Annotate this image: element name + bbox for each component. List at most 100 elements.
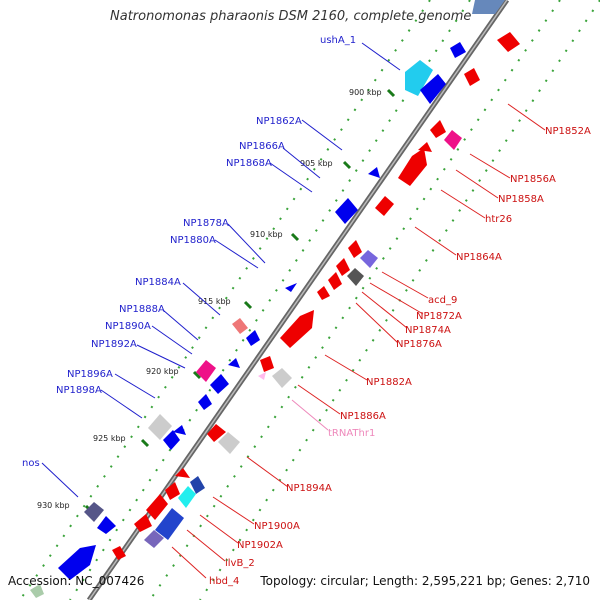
gene-htr26 — [375, 196, 394, 216]
gene-hbd_4 — [112, 546, 126, 560]
gene-label: NP1874A — [405, 325, 451, 336]
reverse-genes — [112, 32, 520, 560]
gene — [228, 358, 240, 368]
gene — [418, 142, 432, 152]
gene-label: NP1868A — [226, 158, 272, 169]
gene-label: NP1898A — [56, 385, 102, 396]
gene-NP1900A — [146, 494, 168, 520]
gene-NP1882A — [280, 310, 314, 348]
gene-NP1856A — [444, 130, 462, 150]
tick-label: 925 kbp — [93, 434, 126, 443]
genome-summary-text: Topology: circular; Length: 2,595,221 bp… — [260, 574, 590, 588]
gene-nos — [84, 502, 104, 522]
forward-genes — [58, 0, 505, 580]
gene-label: tRNAThr1 — [328, 428, 375, 439]
left-leader-lines — [41, 42, 401, 498]
gene — [497, 32, 520, 52]
tick-label: 930 kbp — [37, 501, 70, 510]
gene-NP1872A — [347, 268, 364, 286]
gene — [165, 482, 180, 500]
left-labels: ushA_1 NP1862A NP1866A NP1868A NP1878A N… — [22, 35, 356, 469]
gene-label: NP1902A — [237, 540, 283, 551]
gene-label: NP1890A — [105, 321, 151, 332]
gene-NP1902A — [134, 514, 152, 532]
gene — [218, 432, 240, 454]
gene — [175, 468, 190, 478]
gene — [58, 545, 96, 580]
tick-label: 915 kbp — [198, 297, 231, 306]
gene-label: NP1858A — [498, 194, 544, 205]
gene — [420, 74, 446, 104]
accession-text: Accession: NC_007426 — [8, 574, 145, 588]
gene — [317, 286, 330, 300]
gene — [260, 356, 274, 372]
gene-label: NP1894A — [286, 483, 332, 494]
gene-NP1894A — [207, 424, 226, 442]
gene-NP1852A — [430, 120, 446, 138]
gene-label: NP1872A — [416, 311, 462, 322]
gene-NP1884A — [232, 318, 248, 334]
gene-label: NP1882A — [366, 377, 412, 388]
gene-label: NP1888A — [119, 304, 165, 315]
gene-label: NP1862A — [256, 116, 302, 127]
gene-label: NP1876A — [396, 339, 442, 350]
gene-label: NP1864A — [456, 252, 502, 263]
gene-tRNAThr1 — [258, 372, 266, 380]
gene-NP1864A — [348, 240, 362, 258]
gene-label: NP1880A — [170, 235, 216, 246]
gene — [198, 394, 212, 410]
gene — [190, 476, 205, 494]
gene-NP1886A — [272, 368, 292, 388]
gene-label: NP1896A — [67, 369, 113, 380]
gene-label: NP1884A — [135, 277, 181, 288]
other-genes — [30, 130, 462, 598]
gene-ushA_1 — [472, 0, 505, 14]
gene-label: acd_9 — [428, 295, 457, 306]
gene-label: NP1866A — [239, 141, 285, 152]
gene-acd_9 — [360, 250, 378, 268]
gene — [464, 68, 480, 86]
gene-NP1890A — [210, 374, 229, 394]
tick-label: 910 kbp — [250, 230, 283, 239]
gene-label: NP1900A — [254, 521, 300, 532]
dotted-tracks — [19, 0, 600, 600]
gene-label: NP1892A — [91, 339, 137, 350]
gene-NP1868A — [335, 198, 358, 224]
genome-map-title: Natronomonas pharaonis DSM 2160, complet… — [110, 9, 472, 24]
gene-label: NP1886A — [340, 411, 386, 422]
gene — [450, 42, 466, 58]
gene-label: nos — [22, 458, 40, 469]
right-leader-lines — [171, 103, 546, 579]
gene-NP1896A — [163, 430, 180, 450]
tick-label: 905 kbp — [300, 159, 333, 168]
tick-marks — [84, 88, 396, 514]
gene — [30, 584, 44, 598]
gene-label: hbd_4 — [209, 576, 239, 587]
gene-label: ilvB_2 — [225, 558, 255, 569]
tick-labels: 900 kbp 905 kbp 910 kbp 915 kbp 920 kbp … — [37, 88, 382, 510]
gene-ushA_1 — [405, 60, 433, 96]
gene-label: NP1878A — [183, 218, 229, 229]
gene-NP1878A — [285, 283, 297, 292]
tick-label: 920 kbp — [146, 367, 179, 376]
tick-label: 900 kbp — [349, 88, 382, 97]
gene — [328, 272, 342, 290]
gene-NP1884A — [246, 330, 260, 346]
gene — [173, 425, 186, 435]
gene — [155, 508, 184, 540]
gene-ilvB_2 — [144, 530, 164, 548]
gene-nos — [97, 516, 116, 534]
gene-label: NP1852A — [545, 126, 591, 137]
gene-label: NP1856A — [510, 174, 556, 185]
gene — [368, 167, 380, 178]
gene-label: ushA_1 — [320, 35, 356, 46]
gene-NP1892A — [196, 360, 216, 382]
gene-NP1898A — [148, 414, 172, 440]
gene — [336, 258, 350, 276]
trna-leader-line — [291, 399, 329, 431]
gene-NP1900A — [178, 486, 196, 508]
gene-NP1858A — [398, 148, 427, 186]
right-labels: NP1852A NP1856A NP1858A htr26 NP1864A ac… — [209, 126, 591, 587]
gene-label: htr26 — [485, 214, 512, 225]
